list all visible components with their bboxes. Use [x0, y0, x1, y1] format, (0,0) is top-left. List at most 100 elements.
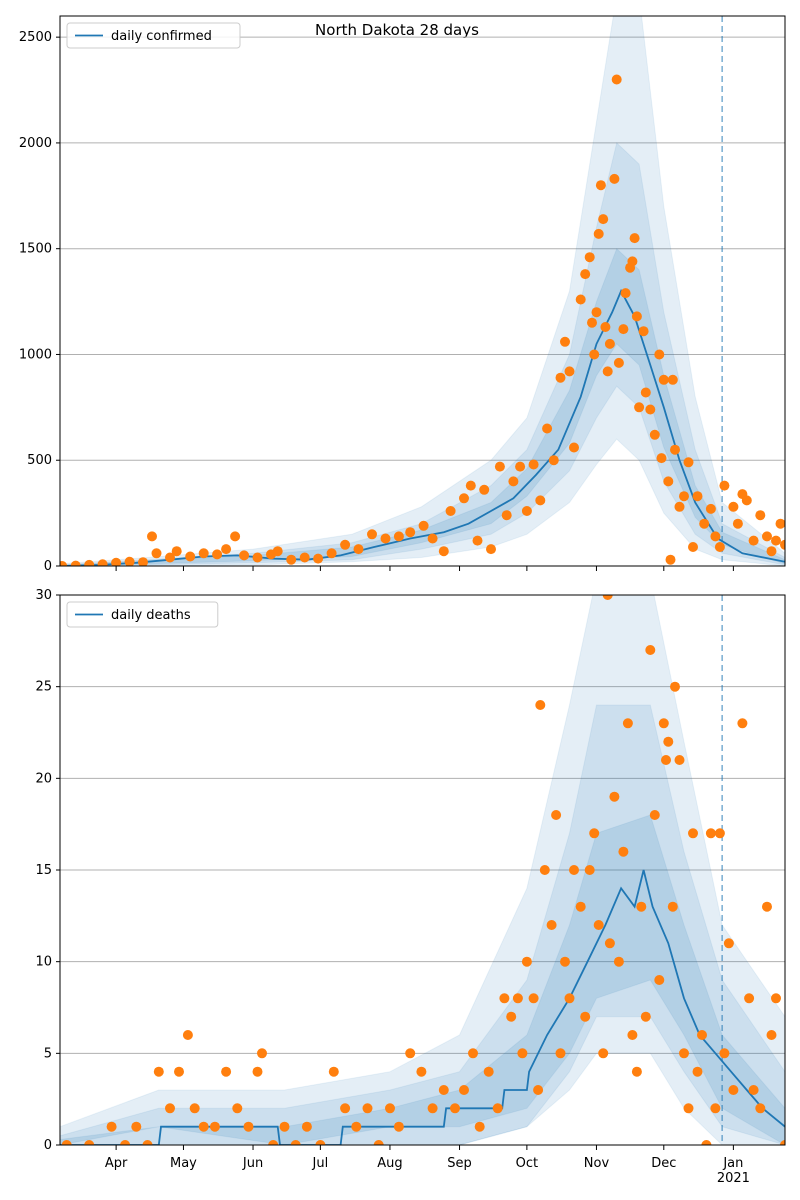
data-point	[714, 828, 725, 839]
data-point	[762, 531, 772, 542]
data-point	[393, 1121, 404, 1132]
data-point	[539, 865, 550, 875]
data-point	[551, 810, 562, 820]
data-point	[564, 366, 575, 377]
data-point	[106, 1121, 117, 1132]
data-point	[438, 546, 449, 557]
data-point	[701, 1140, 712, 1145]
confirmed-panel: 0 500 1000 1500 2000 2500 daily confirmed	[19, 15, 786, 574]
data-point	[252, 1066, 263, 1077]
data-point	[622, 718, 633, 729]
data-point	[313, 553, 324, 564]
y-tick-label: 0	[44, 559, 52, 574]
data-point	[688, 542, 698, 552]
data-point	[268, 1140, 279, 1145]
data-point	[661, 755, 671, 765]
data-point	[221, 1066, 232, 1077]
data-point	[315, 1140, 326, 1145]
data-point	[766, 546, 777, 557]
data-point	[239, 550, 250, 561]
data-point	[780, 1140, 785, 1145]
data-point	[171, 546, 182, 557]
data-point	[766, 1030, 777, 1040]
uncertainty-band	[60, 141, 785, 566]
data-point	[775, 518, 785, 529]
legend: daily confirmed	[66, 22, 241, 49]
data-point	[290, 1140, 301, 1145]
data-point	[575, 294, 586, 305]
data-point	[692, 491, 703, 502]
data-point	[153, 1066, 164, 1077]
data-point	[185, 551, 196, 562]
data-point	[589, 828, 600, 839]
x-tick-label: Jun	[242, 1156, 263, 1171]
legend: daily deaths	[66, 601, 219, 628]
data-point	[272, 546, 283, 557]
data-point	[705, 503, 716, 514]
legend-box	[66, 601, 219, 628]
data-point	[230, 531, 241, 542]
data-point	[472, 535, 483, 546]
data-point	[257, 1048, 267, 1059]
data-point	[598, 214, 609, 225]
data-point	[165, 552, 175, 563]
data-point	[613, 357, 624, 368]
data-point	[512, 993, 523, 1004]
data-point	[602, 595, 613, 600]
data-point	[528, 993, 539, 1004]
data-point	[465, 480, 476, 491]
data-point	[663, 736, 674, 747]
data-point	[301, 1121, 312, 1132]
data-point	[468, 1048, 478, 1059]
uncertainty-band	[60, 704, 785, 1145]
data-point	[638, 326, 649, 337]
data-point	[569, 865, 579, 875]
data-point	[737, 718, 748, 729]
data-point	[692, 1066, 703, 1077]
data-point	[593, 920, 604, 930]
y-tick-label: 30	[35, 588, 52, 603]
data-point	[418, 520, 429, 531]
data-point	[560, 336, 570, 347]
data-point	[645, 404, 656, 415]
data-point	[60, 561, 68, 566]
data-point	[450, 1103, 460, 1114]
data-point	[771, 535, 781, 546]
data-point	[748, 535, 759, 546]
data-point	[182, 1030, 193, 1040]
data-point	[645, 645, 656, 655]
legend-label: daily deaths	[111, 608, 191, 623]
data-point	[618, 846, 629, 857]
data-point	[620, 288, 631, 299]
data-point	[741, 495, 752, 506]
data-point	[351, 1121, 362, 1132]
data-point	[699, 518, 710, 529]
data-point	[385, 1103, 395, 1114]
data-point	[631, 311, 642, 322]
data-point	[602, 366, 613, 377]
data-point	[679, 1048, 689, 1059]
data-point	[221, 544, 232, 555]
data-point	[212, 549, 223, 560]
data-point	[111, 557, 122, 566]
data-point	[667, 374, 678, 385]
data-point	[138, 557, 148, 566]
legend-box	[66, 22, 241, 49]
data-point	[252, 552, 263, 563]
y-tick-label: 500	[27, 453, 52, 468]
data-point	[515, 461, 526, 472]
data-point	[744, 993, 755, 1004]
data-point	[243, 1121, 254, 1132]
x-tick-label: Dec	[651, 1156, 676, 1171]
data-point	[780, 539, 785, 550]
data-point	[393, 531, 404, 542]
y-tick-label: 5	[44, 1046, 52, 1061]
data-point	[609, 173, 620, 184]
data-point	[649, 429, 660, 440]
data-point	[70, 560, 81, 566]
data-point	[353, 544, 364, 555]
data-point	[584, 252, 595, 263]
deaths-panel: 0 5 10 15 20 25 30 daily deaths	[35, 588, 786, 1153]
data-point	[575, 901, 586, 912]
